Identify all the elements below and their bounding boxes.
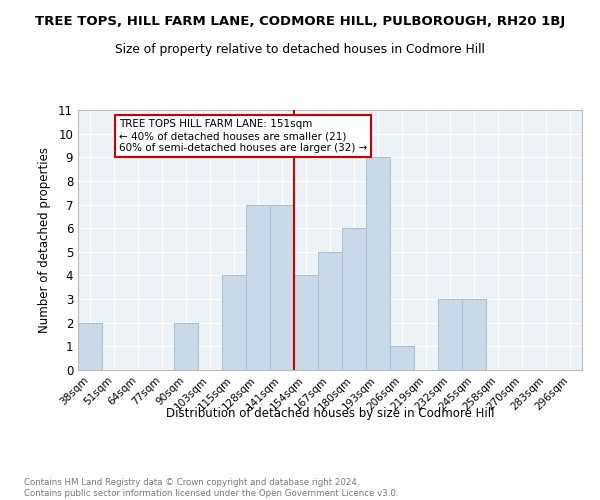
Bar (390, 346, 414, 370)
Bar (246, 204, 270, 370)
Text: Size of property relative to detached houses in Codmore Hill: Size of property relative to detached ho… (115, 42, 485, 56)
Bar (438, 299, 462, 370)
Text: Contains HM Land Registry data © Crown copyright and database right 2024.
Contai: Contains HM Land Registry data © Crown c… (24, 478, 398, 498)
Bar (78, 322, 102, 370)
Text: TREE TOPS HILL FARM LANE: 151sqm
← 40% of detached houses are smaller (21)
60% o: TREE TOPS HILL FARM LANE: 151sqm ← 40% o… (119, 120, 367, 152)
Text: TREE TOPS, HILL FARM LANE, CODMORE HILL, PULBOROUGH, RH20 1BJ: TREE TOPS, HILL FARM LANE, CODMORE HILL,… (35, 15, 565, 28)
Bar (174, 322, 198, 370)
Y-axis label: Number of detached properties: Number of detached properties (38, 147, 51, 333)
Bar (222, 276, 246, 370)
Text: Distribution of detached houses by size in Codmore Hill: Distribution of detached houses by size … (166, 408, 494, 420)
Bar (270, 204, 294, 370)
Bar (366, 158, 390, 370)
Bar (462, 299, 486, 370)
Bar (294, 276, 318, 370)
Bar (342, 228, 366, 370)
Bar (318, 252, 342, 370)
